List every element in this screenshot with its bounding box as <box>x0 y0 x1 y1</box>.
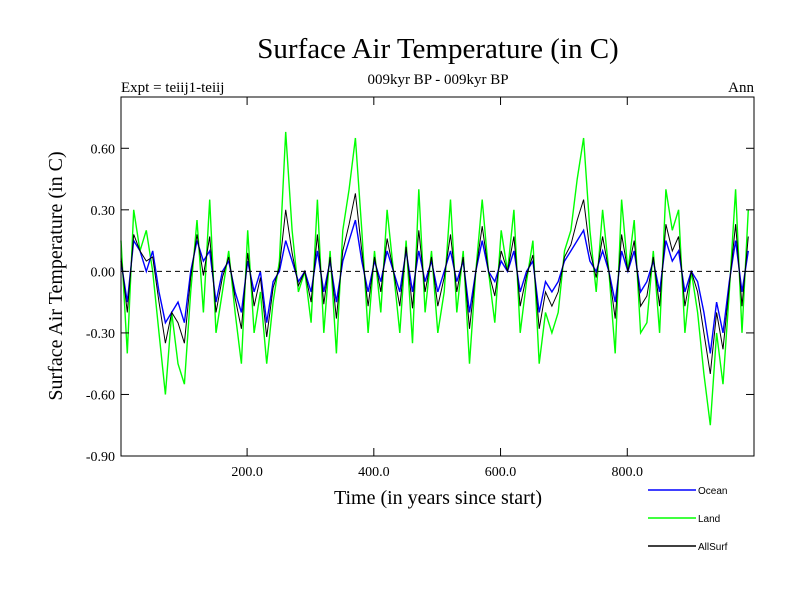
series-line-land <box>120 131 749 426</box>
y-tick-label: 0.30 <box>91 204 116 219</box>
legend-label-land: Land <box>698 514 720 525</box>
y-axis-label: Surface Air Temperature (in C) <box>45 151 67 400</box>
plot-frame <box>120 96 755 457</box>
axes-layer: -0.90 -0.60 -0.30 0.00 0.30 0.60 200.0 400.0 600… <box>86 96 755 480</box>
y-tick-label: -0.90 <box>86 450 115 465</box>
y-tick-label: -0.30 <box>86 327 115 342</box>
y-tick-label: -0.60 <box>86 388 115 403</box>
chart-subtitle: 009kyr BP - 009kyr BP <box>367 72 508 88</box>
x-tick-label: 200.0 <box>231 465 263 480</box>
x-axis-label: Time (in years since start) <box>334 487 542 509</box>
legend-label-ocean: Ocean <box>698 486 727 497</box>
x-tick-label: 600.0 <box>485 465 517 480</box>
y-tick-label: 0.60 <box>91 142 116 157</box>
x-tick-label: 800.0 <box>612 465 644 480</box>
x-tick-label: 400.0 <box>358 465 390 480</box>
period-label: Ann <box>728 80 754 96</box>
series-layer <box>120 131 749 426</box>
legend: Ocean Land AllSurf <box>648 486 728 553</box>
legend-label-allsurf: AllSurf <box>698 542 728 553</box>
experiment-label: Expt = teiij1-teiij <box>121 80 224 96</box>
chart-title: Surface Air Temperature (in C) <box>257 33 618 65</box>
y-tick-label: 0.00 <box>91 265 116 280</box>
series-line-allsurf <box>120 193 749 374</box>
